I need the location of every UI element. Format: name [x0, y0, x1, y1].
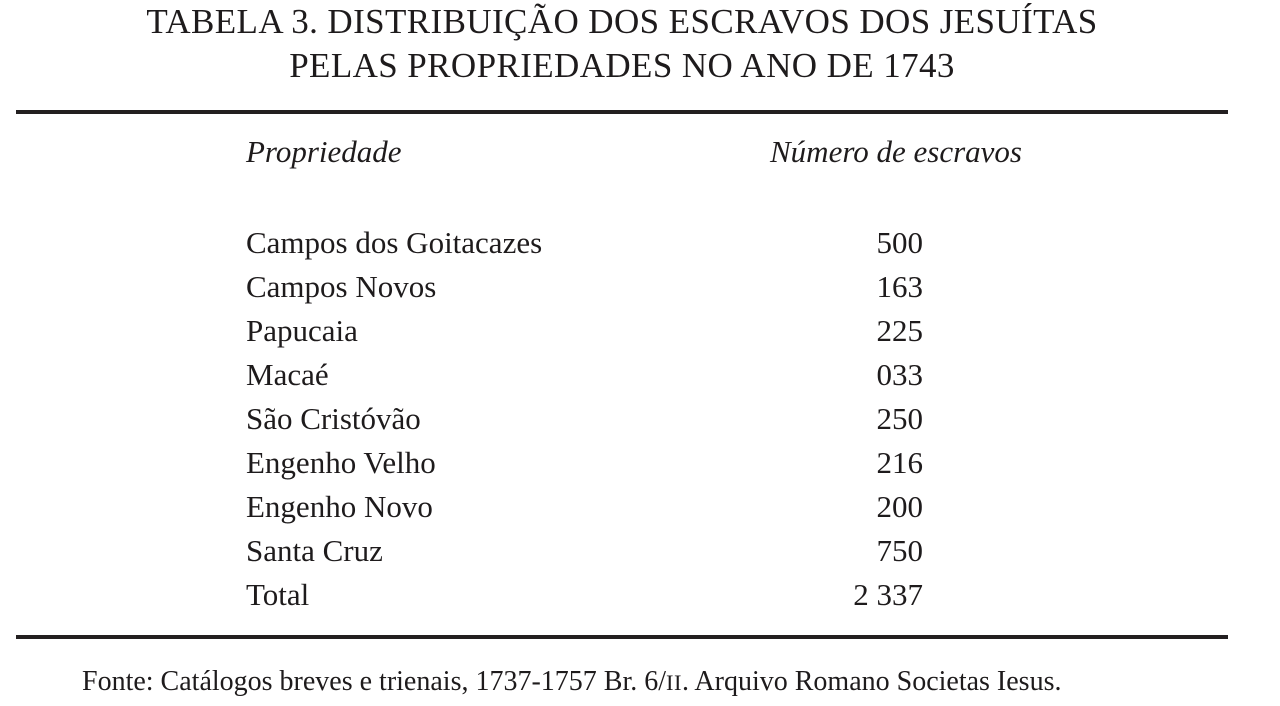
propriedade-cell: Engenho Velho [246, 445, 436, 480]
numero-cell: 163 [876, 269, 924, 304]
numero-cell: 500 [876, 225, 924, 260]
numero-cell: 250 [876, 401, 924, 436]
table-title: TABELA 3. DISTRIBUIÇÃO DOS ESCRAVOS DOS … [16, 0, 1228, 88]
table-title-line1: TABELA 3. DISTRIBUIÇÃO DOS ESCRAVOS DOS … [146, 2, 1098, 41]
table-row: Santa Cruz 750 [246, 529, 923, 573]
table-row: Papucaia 225 [246, 309, 923, 353]
numero-cell: 033 [876, 357, 924, 392]
source-suffix: . Arquivo Romano Societas Iesus. [681, 666, 1062, 697]
source-prefix: Fonte: Catálogos breves e trienais, 1737… [82, 666, 667, 697]
numero-cell: 225 [876, 313, 924, 348]
numero-cell: 750 [876, 533, 924, 568]
numero-cell: 216 [876, 445, 924, 480]
source-roman-numeral: II [666, 670, 682, 695]
propriedade-cell: Macaé [246, 357, 329, 392]
numero-cell: 200 [876, 489, 924, 524]
propriedade-cell: Campos Novos [246, 269, 437, 304]
table-row-total: Total 2 337 [246, 573, 923, 617]
propriedade-cell: Santa Cruz [246, 533, 383, 568]
top-rule [16, 110, 1228, 114]
propriedade-cell: São Cristóvão [246, 401, 421, 436]
table-row: Campos Novos 163 [246, 265, 923, 309]
propriedade-cell: Engenho Novo [246, 489, 433, 524]
column-header-propriedade: Propriedade [246, 134, 402, 169]
table-row: Campos dos Goitacazes 500 [246, 221, 923, 265]
table-title-line2: PELAS PROPRIEDADES NO ANO DE 1743 [289, 46, 955, 85]
source-note: Fonte: Catálogos breves e trienais, 1737… [82, 664, 1061, 701]
propriedade-cell: Campos dos Goitacazes [246, 225, 543, 260]
table-row: Macaé 033 [246, 353, 923, 397]
propriedade-cell: Total [246, 577, 310, 612]
bottom-rule [16, 635, 1228, 639]
table-row: São Cristóvão 250 [246, 397, 923, 441]
numero-cell: 2 337 [853, 577, 923, 612]
table-row: Engenho Novo 200 [246, 485, 923, 529]
propriedade-cell: Papucaia [246, 313, 358, 348]
table-body: Campos dos Goitacazes 500 Campos Novos 1… [246, 221, 923, 617]
column-header-numero-de-escravos: Número de escravos [770, 134, 1022, 169]
table-row: Engenho Velho 216 [246, 441, 923, 485]
